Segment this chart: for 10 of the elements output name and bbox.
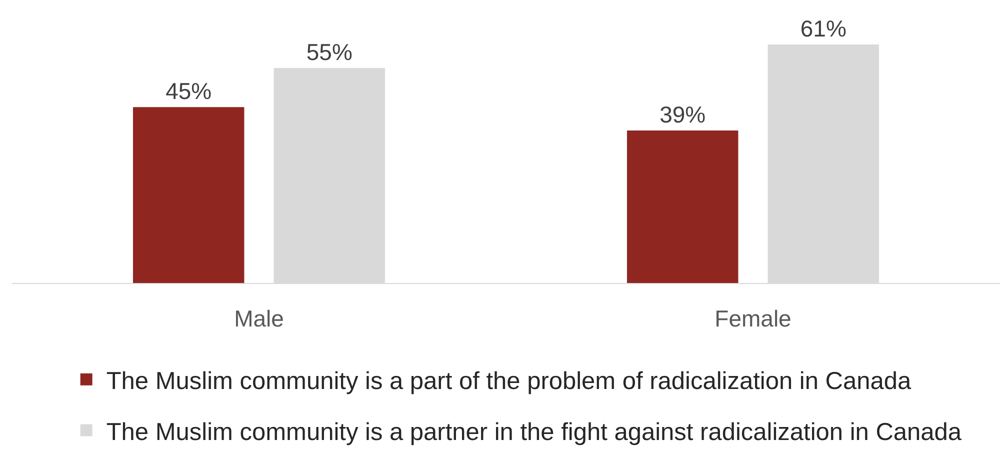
- bar: [132, 107, 244, 283]
- data-label: 39%: [660, 102, 706, 128]
- x-tick-label: Male: [234, 306, 284, 332]
- data-label: 55%: [306, 39, 352, 65]
- data-label: 45%: [166, 78, 212, 104]
- data-label: 61%: [800, 16, 846, 42]
- legend-label: The Muslim community is a part of the problem of radicalization in Canada: [106, 368, 912, 395]
- x-tick-label: Female: [714, 306, 792, 332]
- bar: [626, 130, 738, 283]
- legend-label: The Muslim community is a partner in the fight against radicalization in Canada: [106, 418, 962, 446]
